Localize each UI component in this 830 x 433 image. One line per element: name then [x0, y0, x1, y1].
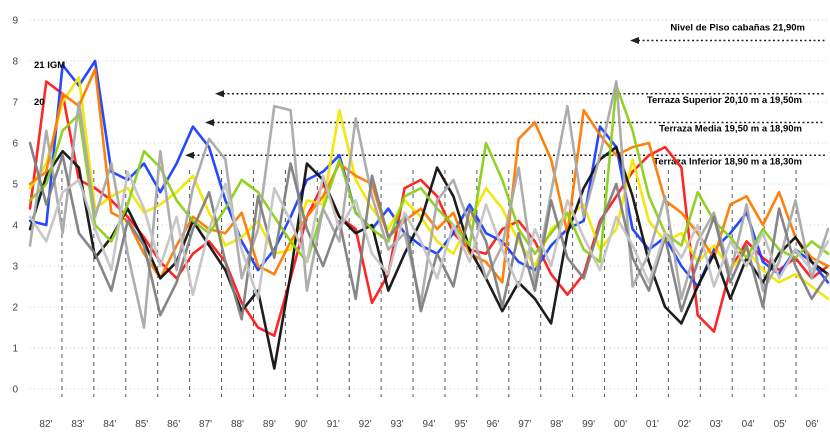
reference-label: Terraza Inferior 18,90 m a 18,30m	[653, 156, 802, 167]
y-tick-label: 4	[12, 221, 18, 232]
annotations-layer: 21 IGM 20	[34, 60, 65, 108]
x-tick-label: 91'	[327, 419, 340, 430]
axis-layer: 0 1 2 3 4 5 6 7 8 9 82' 83' 84' 85' 86' 87' 88' 89' 90' 91'…	[12, 16, 818, 431]
annotation-label: 21 IGM	[34, 60, 65, 71]
y-tick-label: 1	[12, 344, 18, 355]
x-tick-label: 03'	[710, 419, 723, 430]
reference-arrow	[205, 119, 214, 126]
x-tick-label: 93'	[391, 419, 404, 430]
y-tick-label: 0	[12, 385, 18, 396]
x-tick-label: 95'	[454, 419, 467, 430]
x-tick-label: 96'	[486, 419, 499, 430]
y-tick-label: 5	[12, 180, 18, 191]
series-line	[28, 80, 830, 329]
x-tick-label: 01'	[646, 419, 659, 430]
y-tick-label: 3	[12, 262, 18, 273]
series-line	[28, 76, 830, 301]
x-tick-label: 92'	[359, 419, 372, 430]
x-tick-label: 84'	[103, 419, 116, 430]
y-tick-label: 8	[12, 57, 18, 68]
x-tick-label: 04'	[742, 419, 755, 430]
x-tick-label: 85'	[135, 419, 148, 430]
y-tick-label: 9	[12, 16, 18, 27]
y-tick-label: 2	[12, 303, 18, 314]
x-tick-label: 06'	[806, 419, 819, 430]
x-tick-label: 90'	[295, 419, 308, 430]
x-tick-label: 05'	[774, 419, 787, 430]
series-layer	[28, 59, 830, 370]
x-tick-label: 82'	[39, 419, 52, 430]
reference-arrow	[215, 90, 224, 98]
reference-arrow	[185, 151, 194, 159]
reference-label: Nivel de Piso cabañas 21,90m	[670, 23, 805, 34]
reference-label: Terraza Superior 20,10 m a 19,50m	[647, 95, 802, 106]
x-tick-label: 83'	[71, 419, 84, 430]
grid-layer	[30, 19, 828, 390]
reference-levels: Nivel de Piso cabañas 21,90m Terraza Supe…	[185, 23, 825, 167]
y-tick-label: 7	[12, 98, 18, 109]
series-line	[28, 145, 830, 370]
x-tick-label: 94'	[422, 419, 435, 430]
series-line	[28, 141, 830, 321]
x-tick-label: 97'	[518, 419, 531, 430]
x-tick-label: 98'	[550, 419, 563, 430]
series-line	[28, 170, 830, 301]
x-tick-label: 99'	[582, 419, 595, 430]
x-tick-label: 02'	[678, 419, 691, 430]
x-tick-label: 88'	[231, 419, 244, 430]
x-tick-label: 86'	[167, 419, 180, 430]
x-tick-label: 87'	[199, 419, 212, 430]
annotation-label: 20	[34, 97, 45, 108]
x-tick-label: 89'	[263, 419, 276, 430]
reference-arrow	[630, 37, 639, 44]
reference-label: Terraza Media 19,50 m a 18,90m	[659, 124, 802, 135]
x-tick-label: 00'	[614, 419, 627, 430]
y-tick-label: 6	[12, 139, 18, 150]
